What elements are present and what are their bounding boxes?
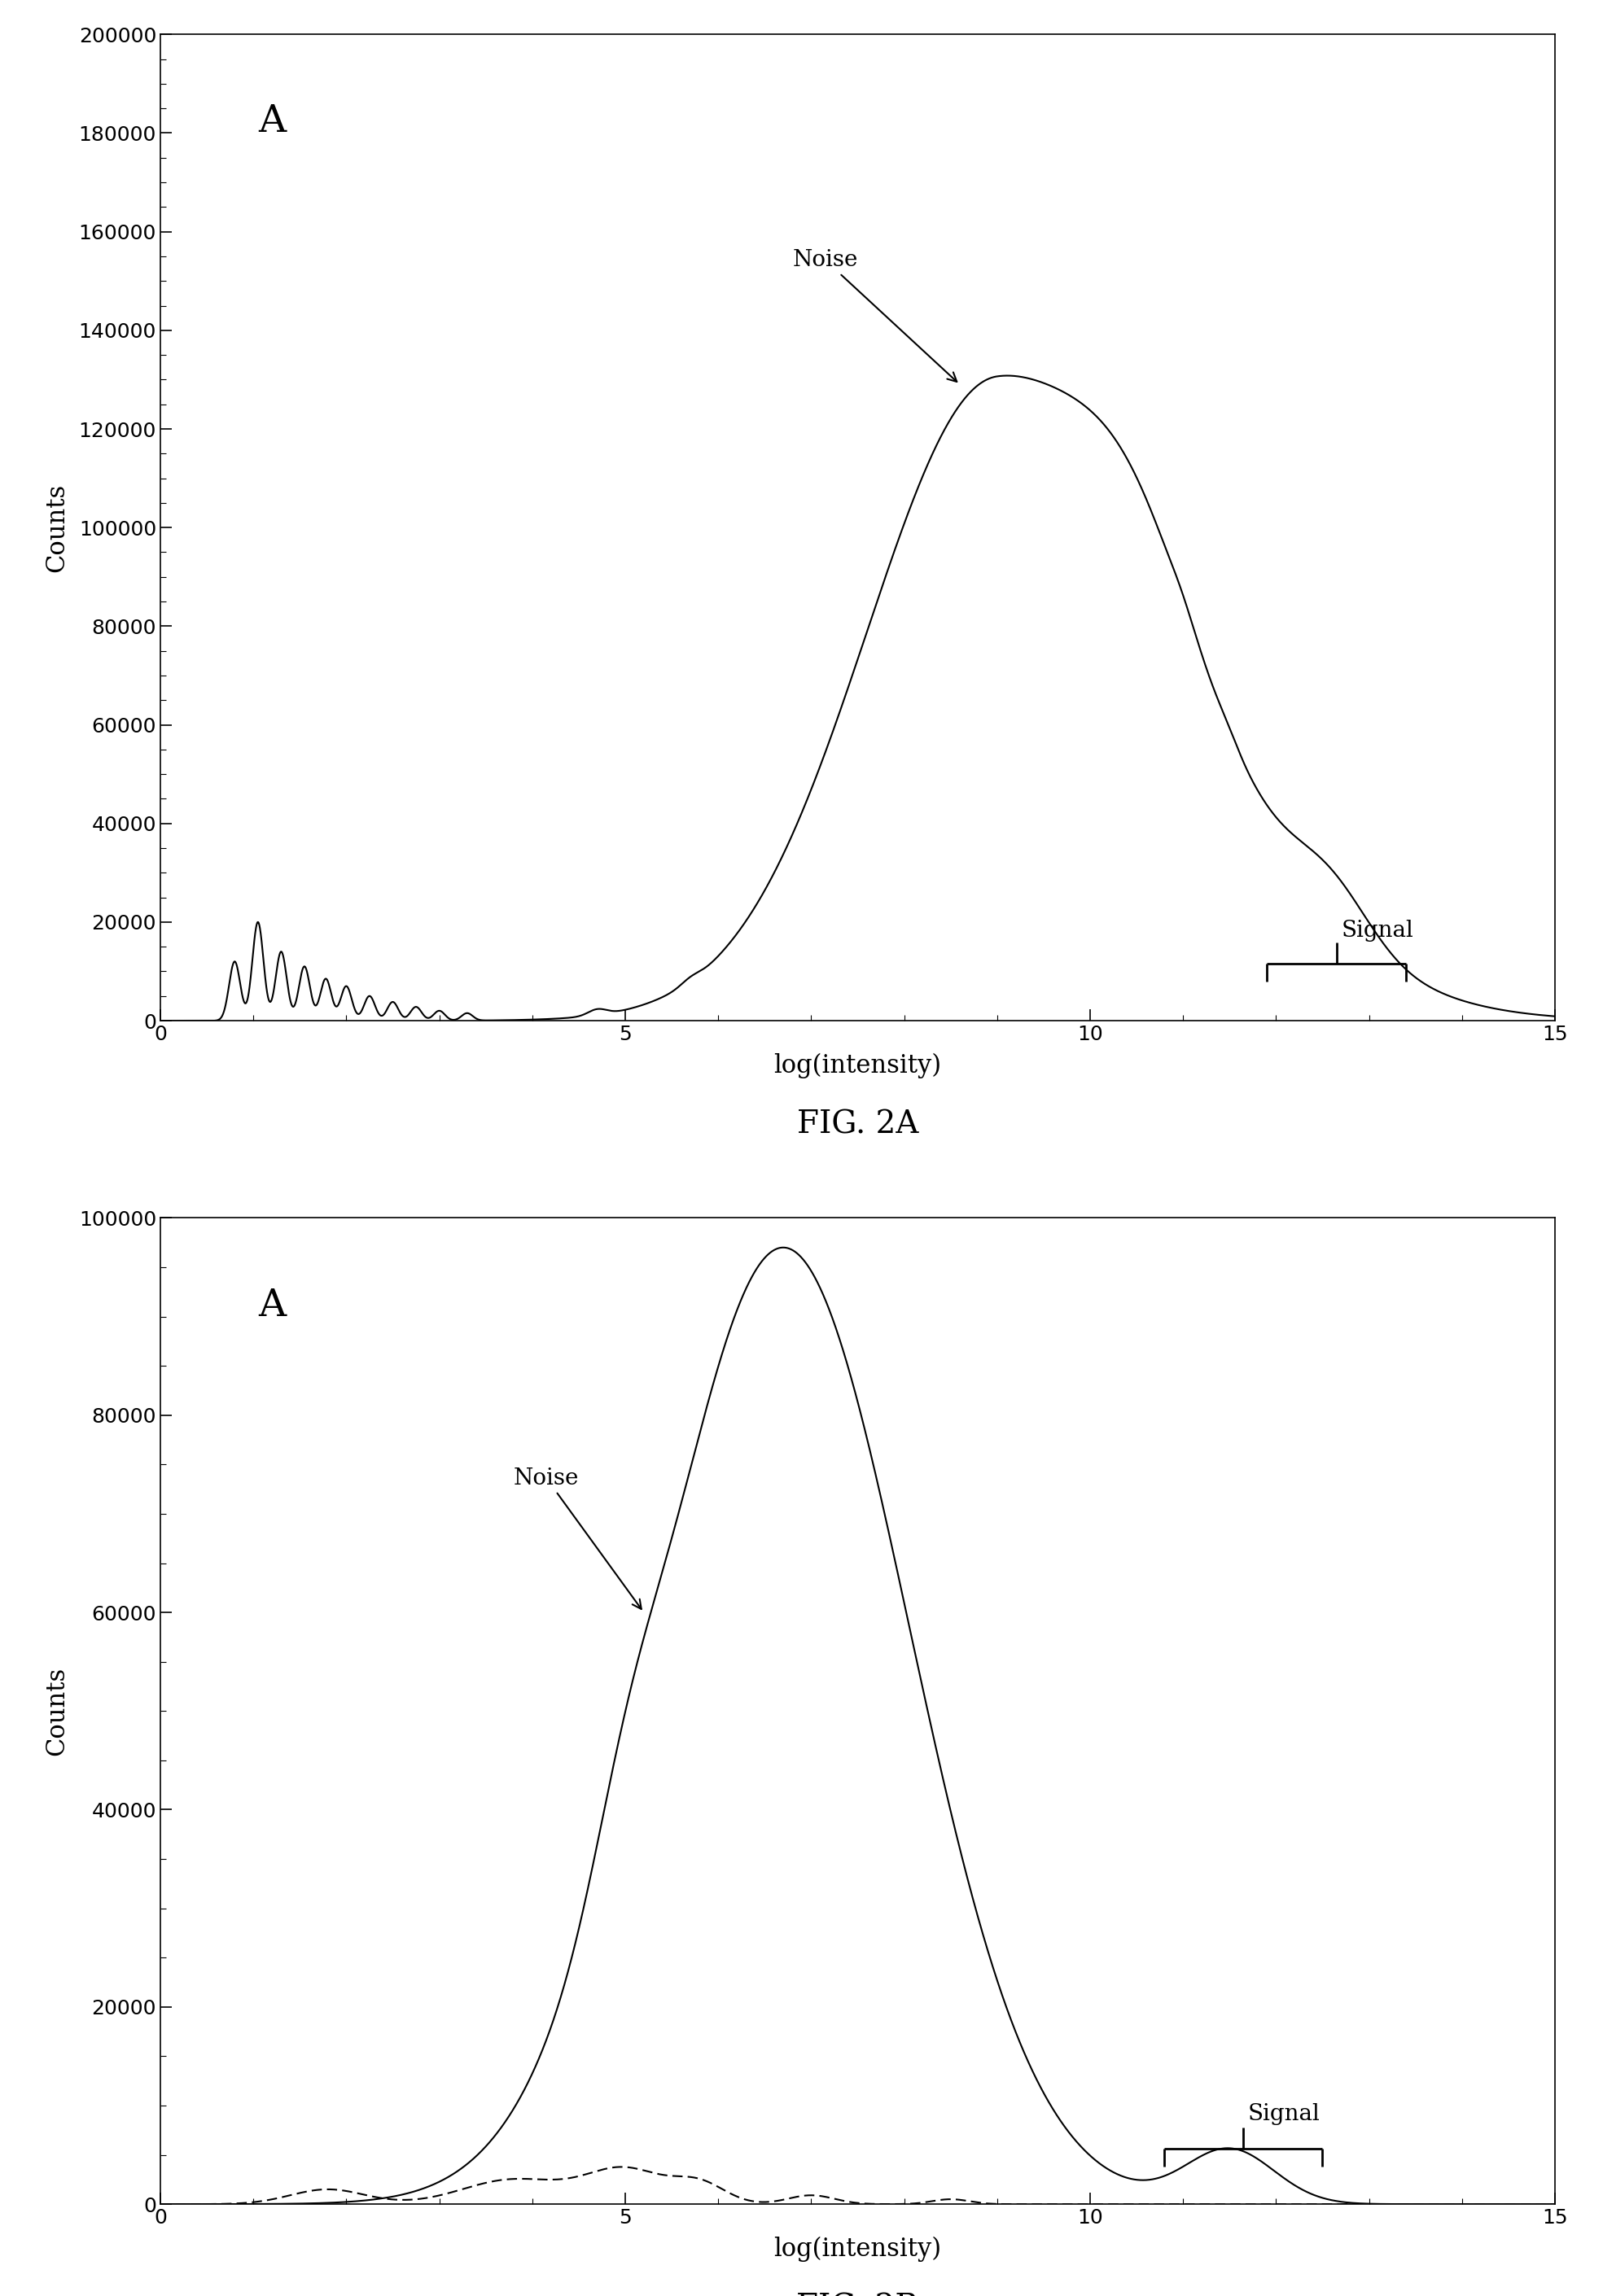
Text: FIG. 2B: FIG. 2B [797,2294,919,2296]
X-axis label: log(intensity): log(intensity) [774,2236,941,2262]
Text: A: A [258,1288,285,1325]
Y-axis label: Counts: Counts [45,482,69,572]
Text: FIG. 2A: FIG. 2A [797,1109,919,1139]
Text: A: A [258,103,285,140]
Text: Signal: Signal [1342,921,1414,941]
Text: Noise: Noise [513,1467,641,1609]
Y-axis label: Counts: Counts [45,1667,71,1756]
X-axis label: log(intensity): log(intensity) [774,1054,941,1079]
Text: Noise: Noise [792,248,957,381]
Text: Signal: Signal [1249,2103,1321,2126]
